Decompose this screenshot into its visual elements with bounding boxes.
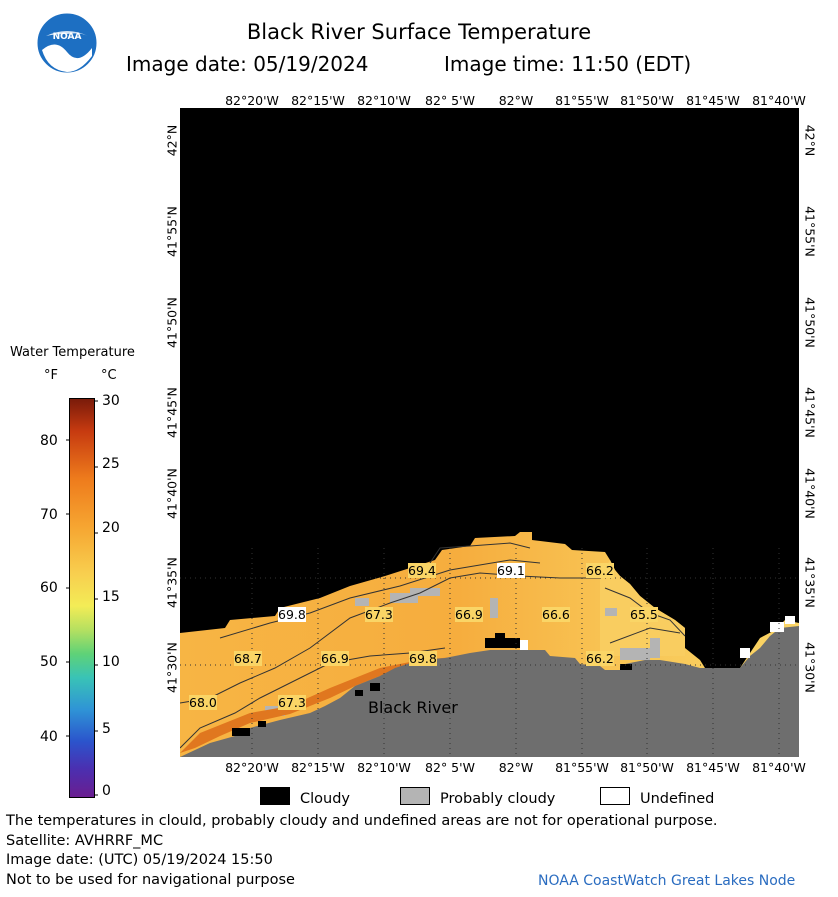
c-tick: 0 xyxy=(102,783,111,799)
f-tick: 50 xyxy=(40,654,58,670)
temp-label: 66.6 xyxy=(542,607,570,622)
f-tick: 40 xyxy=(40,729,58,745)
legend-cloudy-label: Cloudy xyxy=(300,791,350,807)
lon-label: 82°10'W xyxy=(357,760,411,775)
f-tick: 80 xyxy=(40,433,58,449)
c-tick: 20 xyxy=(102,520,120,536)
lat-label: 42°N xyxy=(802,124,818,157)
temperature-map xyxy=(180,108,799,757)
lon-label: 81°45'W xyxy=(686,93,740,108)
lon-label: 81°45'W xyxy=(686,760,740,775)
legend-probably-cloudy-label: Probably cloudy xyxy=(440,791,556,807)
legend-probably-cloudy-swatch xyxy=(400,787,430,805)
f-tick: 60 xyxy=(40,580,58,596)
lon-label: 81°40'W xyxy=(752,93,806,108)
temp-label: 67.3 xyxy=(365,607,393,622)
lat-label: 41°35'N xyxy=(164,557,180,608)
place-label-black-river: Black River xyxy=(368,698,458,717)
lat-label: 41°50'N xyxy=(802,297,818,348)
utc-date: Image date: (UTC) 05/19/2024 15:50 xyxy=(6,852,273,868)
lon-label: 82°W xyxy=(498,93,534,108)
lon-label: 81°55'W xyxy=(555,760,609,775)
lat-label: 41°40'N xyxy=(802,468,818,519)
lon-label: 82°20'W xyxy=(225,760,279,775)
lat-label: 41°50'N xyxy=(164,297,180,348)
temp-label: 68.7 xyxy=(234,651,262,666)
temp-label: 66.9 xyxy=(321,651,349,666)
c-tick: 25 xyxy=(102,456,120,472)
lon-label: 81°50'W xyxy=(620,760,674,775)
temp-label: 69.1 xyxy=(497,563,525,578)
lon-label: 82°20'W xyxy=(225,93,279,108)
logo-text: NOAA xyxy=(52,32,82,42)
lon-label: 82°10'W xyxy=(357,93,411,108)
temp-label: 69.4 xyxy=(408,563,436,578)
colorbar-unit-f: °F xyxy=(44,368,58,383)
legend-cloudy-swatch xyxy=(260,787,290,805)
lat-label: 41°45'N xyxy=(802,387,818,438)
colorbar xyxy=(69,398,95,798)
lat-label: 41°30'N xyxy=(164,642,180,693)
image-date: Image date: 05/19/2024 xyxy=(126,52,369,76)
disclaimer: The temperatures in clould, probably clo… xyxy=(6,813,718,829)
temp-label: 65.5 xyxy=(630,607,658,622)
temp-label: 66.9 xyxy=(455,607,483,622)
lat-label: 41°55'N xyxy=(802,206,818,257)
c-tick: 10 xyxy=(102,654,120,670)
c-tick: 30 xyxy=(102,393,120,409)
lat-label: 41°35'N xyxy=(802,557,818,608)
page-title: Black River Surface Temperature xyxy=(246,20,592,44)
noaa-logo: NOAA xyxy=(36,12,98,74)
colorbar-tick-marks xyxy=(66,400,98,796)
temp-label: 69.8 xyxy=(278,607,306,622)
temp-label: 66.2 xyxy=(586,651,614,666)
land xyxy=(180,626,799,757)
lat-label: 41°45'N xyxy=(164,387,180,438)
c-tick: 5 xyxy=(102,721,111,737)
satellite-info: Satellite: AVHRRF_MC xyxy=(6,833,164,849)
lon-label: 82°15'W xyxy=(291,760,345,775)
lon-label: 82° 5'W xyxy=(425,760,475,775)
temp-label: 68.0 xyxy=(189,695,217,710)
graticule xyxy=(180,548,799,757)
lon-label: 81°40'W xyxy=(752,760,806,775)
colorbar-unit-c: °C xyxy=(101,368,117,383)
temp-label: 69.8 xyxy=(409,651,437,666)
undefined-specks xyxy=(520,616,795,658)
lon-label: 81°55'W xyxy=(555,93,609,108)
colorbar-title: Water Temperature xyxy=(10,345,135,360)
legend-undefined-swatch xyxy=(600,787,630,805)
f-tick: 70 xyxy=(40,507,58,523)
lat-label: 41°40'N xyxy=(164,468,180,519)
lon-label: 82°W xyxy=(498,760,534,775)
temp-label: 67.3 xyxy=(278,695,306,710)
lon-label: 82°15'W xyxy=(291,93,345,108)
cloudy-specks xyxy=(232,633,632,736)
navigation-warning: Not to be used for navigational purpose xyxy=(6,872,295,888)
image-time: Image time: 11:50 (EDT) xyxy=(444,52,692,76)
lon-label: 81°50'W xyxy=(620,93,674,108)
temp-label: 66.2 xyxy=(586,563,614,578)
credit-link[interactable]: NOAA CoastWatch Great Lakes Node xyxy=(538,873,796,889)
lat-label: 41°55'N xyxy=(164,206,180,257)
lat-label: 41°30'N xyxy=(802,642,818,693)
legend-undefined-label: Undefined xyxy=(640,791,715,807)
lon-label: 82° 5'W xyxy=(425,93,475,108)
lat-label: 42°N xyxy=(164,124,180,157)
c-tick: 15 xyxy=(102,589,120,605)
